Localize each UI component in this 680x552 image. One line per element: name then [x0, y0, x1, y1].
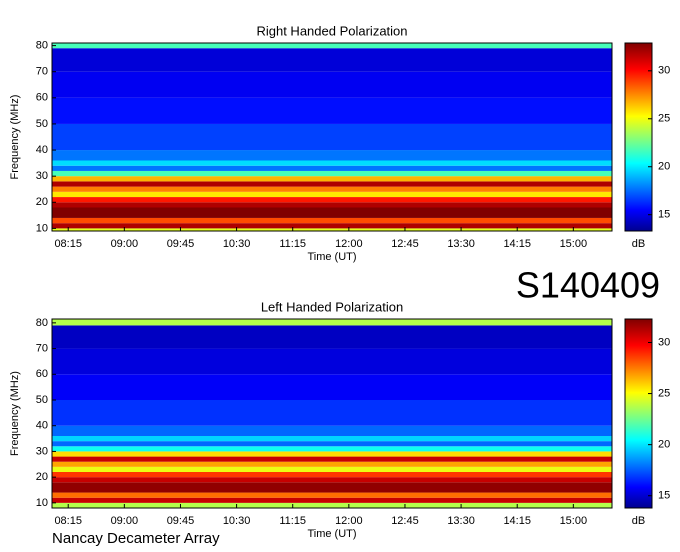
band-cell — [52, 461, 612, 467]
y-tick-label: 70 — [36, 66, 48, 78]
band-cell — [52, 223, 612, 229]
colorbar-tick-label: 20 — [658, 161, 670, 173]
band-cell — [52, 446, 612, 452]
x-tick-label: 15:00 — [560, 515, 588, 527]
y-tick-label: 40 — [36, 144, 48, 156]
band-cell — [52, 436, 612, 442]
y-tick-label: 30 — [36, 170, 48, 182]
y-tick-label: 70 — [36, 342, 48, 354]
plot-title: Right Handed Polarization — [256, 23, 407, 38]
band-cell — [52, 197, 612, 203]
band-cell — [52, 165, 612, 171]
band-cell — [52, 319, 612, 326]
y-axis-label: Frequency (MHz) — [9, 95, 21, 180]
colorbar-tick-label: 15 — [658, 490, 670, 502]
band-cell — [52, 48, 612, 72]
y-tick-label: 80 — [36, 317, 48, 329]
x-tick-label: 09:45 — [167, 515, 195, 527]
station-id: S140409 — [516, 265, 660, 306]
band-cell — [52, 456, 612, 462]
band-cell — [52, 43, 612, 49]
band-cell — [52, 191, 612, 198]
band-cell — [52, 477, 612, 483]
band-cell — [52, 482, 612, 493]
colorbar-tick-label: 30 — [658, 65, 670, 77]
band-cell — [52, 325, 612, 349]
colorbar-tick-label: 20 — [658, 439, 670, 451]
band-cell — [52, 228, 612, 231]
x-tick-label: 12:45 — [391, 515, 419, 527]
y-tick-label: 10 — [36, 222, 48, 234]
x-axis-label: Time (UT) — [307, 251, 356, 263]
colorbar-tick-label: 30 — [658, 336, 670, 348]
band-cell — [52, 202, 612, 208]
x-tick-label: 15:00 — [560, 238, 588, 250]
x-tick-label: 13:30 — [447, 515, 475, 527]
x-tick-label: 12:00 — [335, 238, 363, 250]
band-cell — [52, 492, 612, 498]
band-cell — [52, 441, 612, 447]
y-tick-label: 50 — [36, 118, 48, 130]
band-cell — [52, 150, 612, 161]
band-cell — [52, 472, 612, 478]
x-tick-label: 14:15 — [503, 238, 531, 250]
colorbar-label: dB — [632, 515, 645, 527]
band-cell — [52, 502, 612, 508]
band-cell — [52, 170, 612, 177]
y-tick-label: 60 — [36, 368, 48, 380]
colorbar-tick-label: 25 — [658, 387, 670, 399]
x-tick-label: 12:45 — [391, 238, 419, 250]
y-tick-label: 10 — [36, 497, 48, 509]
band-cell — [52, 374, 612, 400]
x-tick-label: 12:00 — [335, 515, 363, 527]
y-tick-label: 20 — [36, 196, 48, 208]
colorbar-tick-label: 15 — [658, 209, 670, 221]
band-cell — [52, 400, 612, 426]
band-cell — [52, 186, 612, 192]
band-cell — [52, 181, 612, 187]
x-tick-label: 09:00 — [111, 238, 139, 250]
colorbar — [624, 42, 653, 232]
plot-frame — [51, 42, 613, 232]
band-cell — [52, 97, 612, 124]
x-tick-label: 10:30 — [223, 515, 251, 527]
colorbar-tick-label: 25 — [658, 113, 670, 125]
x-tick-label: 11:15 — [279, 238, 306, 250]
band-cell — [52, 217, 612, 224]
x-tick-label: 13:30 — [447, 238, 475, 250]
band-cell — [52, 71, 612, 98]
y-axis-label: Frequency (MHz) — [9, 371, 21, 456]
x-tick-label: 10:30 — [223, 238, 251, 250]
plot-title: Left Handed Polarization — [261, 299, 403, 314]
x-tick-label: 09:45 — [167, 238, 195, 250]
x-tick-label: 11:15 — [279, 515, 306, 527]
band-cell — [52, 451, 612, 457]
y-tick-label: 60 — [36, 92, 48, 104]
x-tick-label: 09:00 — [111, 515, 139, 527]
x-tick-label: 14:15 — [503, 515, 531, 527]
x-tick-label: 08:15 — [54, 238, 82, 250]
band-cell — [52, 497, 612, 503]
plot-frame — [51, 318, 613, 509]
colorbar-label: dB — [632, 238, 645, 250]
y-tick-label: 80 — [36, 40, 48, 52]
footer: Nancay Decameter Array — [52, 530, 220, 547]
band-cell — [52, 123, 612, 151]
band-cell — [52, 176, 612, 182]
colorbar — [624, 318, 653, 509]
x-tick-label: 08:15 — [54, 515, 82, 527]
y-tick-label: 50 — [36, 394, 48, 406]
band-cell — [52, 425, 612, 436]
y-tick-label: 30 — [36, 445, 48, 457]
y-tick-label: 40 — [36, 420, 48, 432]
y-tick-label: 20 — [36, 471, 48, 483]
band-cell — [52, 160, 612, 166]
band-cell — [52, 207, 612, 218]
band-cell — [52, 348, 612, 375]
band-cell — [52, 466, 612, 472]
x-axis-label: Time (UT) — [307, 528, 356, 540]
